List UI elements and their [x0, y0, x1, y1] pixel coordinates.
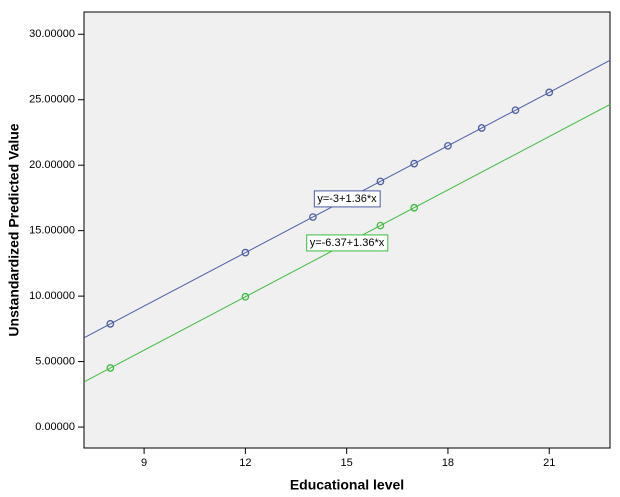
- point: [444, 141, 452, 150]
- point: [376, 177, 385, 186]
- point: [376, 221, 385, 230]
- x-tick-label: 15: [341, 457, 353, 469]
- y-tick-label: 10.00000: [29, 290, 75, 302]
- point: [241, 292, 250, 301]
- y-tick-label: 25.00000: [29, 94, 75, 106]
- x-tick-label: 12: [239, 457, 251, 469]
- y-tick-label: 0.00000: [35, 421, 75, 433]
- point: [106, 364, 115, 372]
- point: [477, 124, 486, 132]
- point: [410, 203, 419, 212]
- fit-label-box: [306, 234, 389, 252]
- point: [545, 88, 554, 97]
- x-tick-label: 18: [442, 457, 454, 469]
- y-tick-label: 30.00000: [29, 28, 75, 40]
- x-tick-label: 9: [141, 457, 147, 469]
- x-tick-label: 21: [543, 457, 555, 469]
- fit-label-box: [313, 190, 381, 208]
- fit-label: y=-3+1.36*x: [317, 193, 377, 205]
- x-axis-title: Educational level: [290, 477, 404, 493]
- y-tick-label: 20.00000: [29, 159, 75, 171]
- y-axis-title: Unstandardized Predicted Value: [6, 123, 22, 336]
- plot-area: [83, 11, 611, 449]
- point: [106, 320, 115, 328]
- point: [511, 106, 520, 115]
- fit-label: y=-6.37+1.36*x: [310, 237, 385, 249]
- y-tick-label: 15.00000: [29, 225, 75, 237]
- point: [410, 159, 419, 168]
- point: [309, 213, 317, 221]
- y-tick-label: 5.00000: [35, 355, 75, 367]
- point: [241, 248, 250, 257]
